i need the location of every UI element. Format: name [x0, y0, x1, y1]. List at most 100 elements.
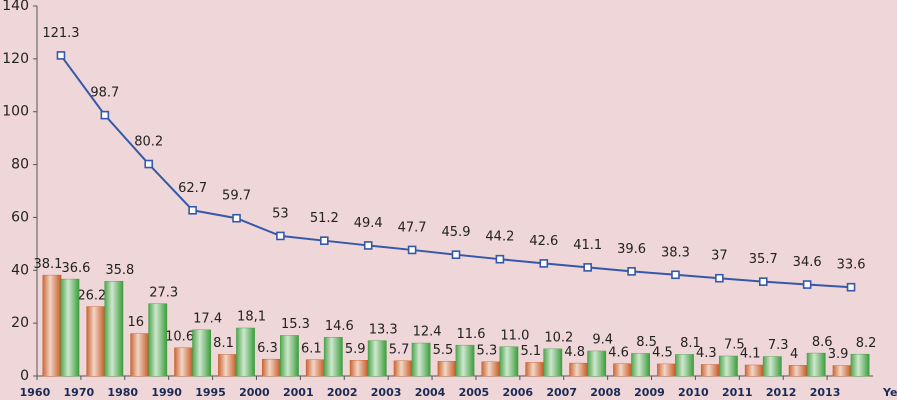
- data-label: 33.6: [837, 258, 866, 273]
- y-tick-label: 40: [11, 262, 29, 278]
- data-label: 18,1: [237, 310, 266, 325]
- bar-shine: [657, 364, 676, 376]
- bar-shine: [368, 340, 387, 376]
- x-tick-label: 2008: [590, 386, 621, 399]
- bar-shine: [833, 365, 852, 376]
- x-tick-label: 2000: [239, 386, 270, 399]
- x-tick-label: 2007: [546, 386, 577, 399]
- data-label: 8.1: [213, 336, 234, 351]
- data-label: 13.3: [369, 322, 398, 337]
- bar-shine: [306, 359, 325, 376]
- marker: [363, 241, 373, 250]
- data-label: 6.3: [257, 341, 278, 356]
- data-label: 4.1: [740, 347, 761, 362]
- data-label: 34.6: [793, 255, 822, 270]
- x-tick-label: 2012: [766, 386, 797, 399]
- x-tick-label: 2009: [634, 386, 665, 399]
- x-tick-label: 1970: [64, 386, 95, 399]
- x-tick-label: 1980: [107, 386, 138, 399]
- data-label: 5.7: [389, 342, 410, 357]
- data-label: 44.2: [485, 230, 514, 245]
- bar-shine: [807, 353, 826, 376]
- marker: [232, 213, 241, 223]
- x-tick-label: 2002: [327, 386, 358, 399]
- x-tick-label: 2005: [459, 386, 490, 399]
- data-label: 5.9: [345, 342, 366, 357]
- marker: [715, 273, 724, 283]
- data-label: 51.2: [310, 211, 339, 226]
- x-tick-label: 2011: [722, 386, 753, 399]
- data-label: 6.1: [301, 341, 322, 356]
- bar-shine: [481, 361, 500, 376]
- data-label: 12.4: [413, 325, 442, 340]
- data-label: 45.9: [442, 225, 471, 240]
- data-label: 4.5: [652, 346, 673, 361]
- marker: [56, 51, 66, 60]
- marker: [671, 270, 680, 280]
- data-label: 62.7: [178, 181, 207, 196]
- x-tick-label: 1960: [20, 386, 51, 399]
- data-label: 11.0: [500, 328, 529, 343]
- marker: [100, 110, 110, 120]
- bar-shine: [543, 349, 562, 376]
- bar-shine: [701, 364, 720, 376]
- data-label: 5.3: [477, 343, 498, 358]
- data-label: 98.7: [90, 86, 119, 101]
- x-tick-label: 2004: [415, 386, 446, 399]
- data-label: 37: [711, 249, 728, 264]
- data-label: 17.4: [193, 312, 222, 327]
- marker: [539, 259, 549, 268]
- bar-shine: [438, 361, 456, 376]
- data-label: 3.9: [828, 347, 849, 362]
- bar-shine: [350, 360, 369, 376]
- bar-shine: [763, 356, 782, 376]
- bar-shine: [675, 354, 694, 376]
- bar-shine: [192, 330, 211, 376]
- bar-shine: [86, 306, 105, 376]
- data-label: 53: [272, 206, 289, 221]
- bar-shine: [280, 335, 299, 376]
- marker: [802, 280, 812, 289]
- y-tick-label: 60: [11, 209, 29, 225]
- x-tick-label: 2010: [678, 386, 709, 399]
- bar-shine: [262, 359, 281, 376]
- bar-shine: [745, 365, 764, 376]
- y-tick-label: 140: [2, 0, 29, 14]
- bar-shine: [412, 343, 431, 376]
- data-label: 7.5: [724, 338, 745, 353]
- y-tick-label: 0: [20, 368, 29, 384]
- marker: [758, 277, 768, 286]
- data-label: 59.7: [222, 189, 251, 204]
- x-tick-label: 1995: [195, 386, 226, 399]
- x-tick-label: 2001: [283, 386, 314, 399]
- x-tick-label: 2006: [502, 386, 533, 399]
- bar-shine: [789, 365, 808, 376]
- x-tick-label: 2013: [810, 386, 841, 399]
- bar-shine: [236, 328, 255, 376]
- data-label: 10.6: [165, 329, 194, 344]
- data-label: 39.6: [617, 242, 646, 257]
- data-label: 36.6: [61, 261, 90, 276]
- data-label: 27.3: [149, 285, 178, 300]
- data-label: 121.3: [42, 26, 79, 41]
- data-label: 4.3: [696, 346, 717, 361]
- bar-shine: [631, 353, 650, 376]
- data-label: 8.1: [680, 336, 701, 351]
- bar-shine: [613, 363, 632, 376]
- data-label: 5.1: [520, 344, 541, 359]
- x-tick-label: 2003: [371, 386, 402, 399]
- y-tick-label: 80: [11, 157, 29, 173]
- marker: [188, 205, 197, 215]
- data-label: 38.1: [33, 257, 62, 272]
- bar-shine: [104, 281, 123, 376]
- data-label: 47.7: [398, 220, 427, 235]
- bar-shine: [456, 345, 474, 376]
- bar-shine: [499, 346, 518, 376]
- data-label: 4.6: [608, 345, 629, 360]
- y-tick-label: 100: [2, 104, 29, 120]
- data-label: 41.1: [573, 238, 602, 253]
- data-label: 38.3: [661, 245, 690, 260]
- marker: [407, 245, 417, 255]
- bar-shine: [148, 303, 167, 376]
- bar-shine: [130, 333, 149, 376]
